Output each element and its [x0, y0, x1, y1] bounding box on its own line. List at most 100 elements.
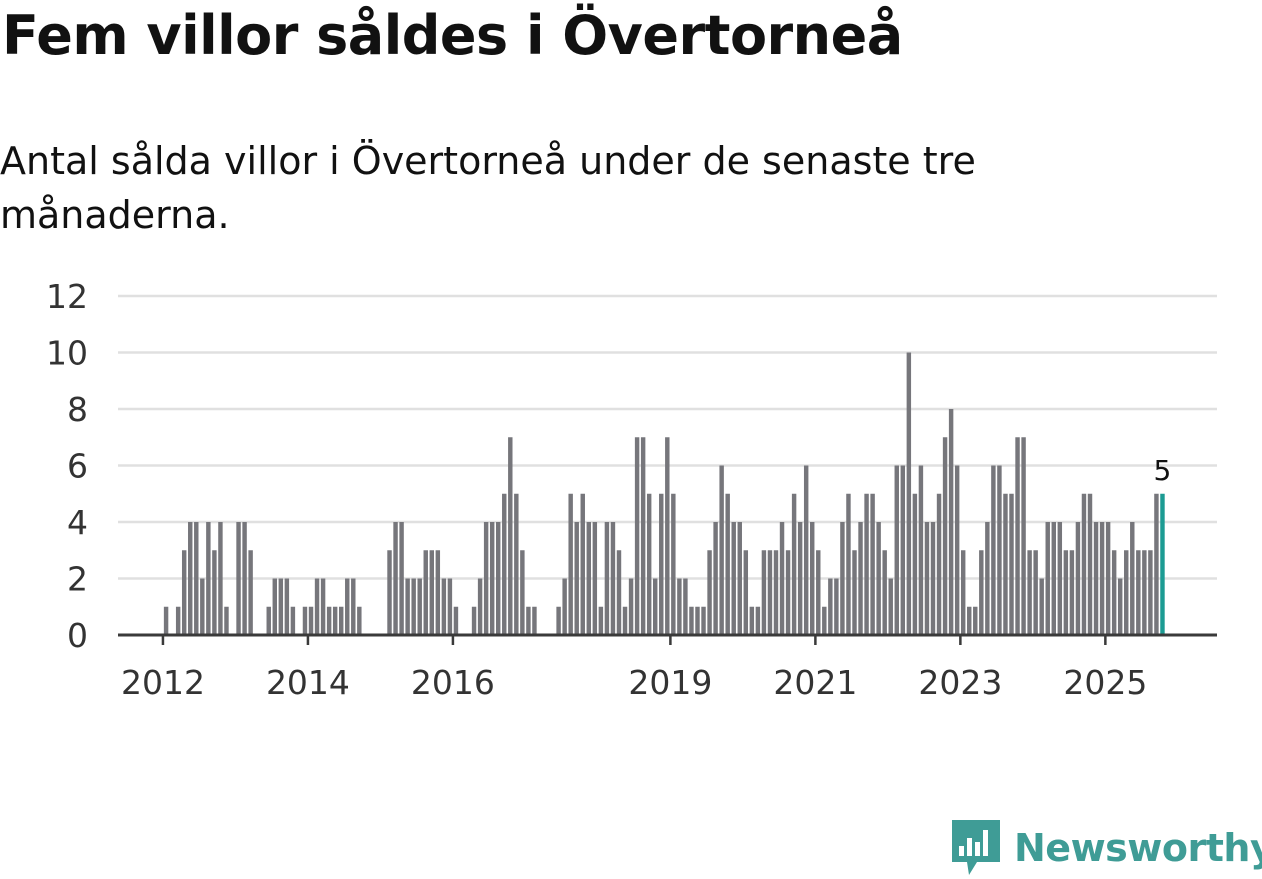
- bar: [924, 522, 930, 635]
- bar: [526, 606, 531, 635]
- bar: [236, 522, 241, 635]
- bar: [1111, 550, 1117, 635]
- bar: [181, 550, 187, 635]
- y-tick-label: 8: [67, 390, 88, 429]
- bar: [411, 578, 416, 635]
- bar: [1009, 493, 1014, 635]
- y-tick-label: 12: [46, 277, 88, 316]
- bar: [1093, 522, 1099, 635]
- bar: [284, 578, 290, 635]
- bar: [477, 578, 483, 635]
- newsworthy-logo-icon: [952, 820, 1000, 875]
- bar: [502, 493, 507, 635]
- bar: [1117, 578, 1123, 635]
- bar: [858, 522, 863, 635]
- bar: [435, 550, 441, 635]
- bar: [1003, 493, 1008, 635]
- bar: [332, 606, 338, 635]
- bar: [743, 550, 749, 635]
- bar: [604, 522, 610, 635]
- bar: [822, 606, 827, 635]
- bar: [320, 578, 326, 635]
- bar: [967, 606, 972, 635]
- bar: [906, 352, 912, 635]
- bar: [725, 493, 730, 635]
- bar: [737, 522, 742, 635]
- bar: [810, 522, 815, 635]
- bar: [665, 437, 670, 635]
- bar: [930, 522, 936, 635]
- bar: [683, 578, 688, 635]
- x-tick-label: 2012: [121, 663, 205, 702]
- bar: [194, 522, 199, 635]
- bar: [266, 606, 271, 635]
- bar: [1021, 437, 1026, 635]
- bar: [653, 578, 658, 635]
- bar: [447, 578, 453, 635]
- bar: [338, 606, 344, 635]
- bar: [979, 550, 984, 635]
- bar: [960, 550, 966, 635]
- bar: [532, 606, 537, 635]
- bar: [628, 578, 634, 635]
- bar: [846, 493, 851, 635]
- bar: [640, 437, 646, 635]
- bar: [797, 522, 803, 635]
- y-tick-label: 6: [67, 447, 88, 486]
- bar: [1136, 550, 1141, 635]
- bar: [405, 578, 410, 635]
- x-tick-label: 2025: [1063, 663, 1147, 702]
- bar: [1045, 522, 1050, 635]
- bar: [713, 522, 718, 635]
- bar: [701, 606, 706, 635]
- brand-name: Newsworthy: [1014, 826, 1262, 870]
- bar: [767, 550, 773, 635]
- bar: [568, 493, 573, 635]
- bar: [272, 578, 278, 635]
- bar: [731, 522, 736, 635]
- y-tick-label: 0: [67, 616, 88, 655]
- bar: [290, 606, 296, 635]
- bar: [345, 578, 350, 635]
- bar: [1015, 437, 1020, 635]
- bar: [610, 522, 616, 635]
- bar: [864, 493, 869, 635]
- bar: [1130, 522, 1135, 635]
- bar: [1154, 493, 1159, 635]
- y-tick-label: 2: [67, 560, 88, 599]
- bar: [417, 578, 422, 635]
- bar: [671, 493, 676, 635]
- bar: [393, 522, 398, 635]
- bar: [520, 550, 525, 635]
- bar: [942, 437, 948, 635]
- bar: [852, 550, 857, 635]
- bar: [695, 606, 700, 635]
- bar: [514, 493, 519, 635]
- bar: [779, 522, 785, 635]
- bar: [816, 550, 821, 635]
- bar: [574, 522, 579, 635]
- bar: [429, 550, 435, 635]
- bar: [188, 522, 193, 635]
- highlight-bar: [1160, 493, 1165, 635]
- bar: [622, 606, 628, 635]
- bar: [1075, 522, 1081, 635]
- bar: [351, 578, 356, 635]
- bar: [677, 578, 682, 635]
- bar: [707, 550, 712, 635]
- bar: [314, 578, 320, 635]
- bar: [985, 522, 990, 635]
- bar: [175, 606, 181, 635]
- bar: [1063, 550, 1069, 635]
- bar: [1057, 522, 1063, 635]
- bar: [598, 606, 604, 635]
- bar: [1039, 578, 1044, 635]
- x-tick-label: 2014: [266, 663, 350, 702]
- bar: [326, 606, 332, 635]
- x-tick-label: 2019: [628, 663, 712, 702]
- bar: [163, 606, 169, 635]
- bar: [997, 465, 1002, 635]
- bar: [357, 606, 362, 635]
- bar: [399, 522, 404, 635]
- bar: [973, 606, 978, 635]
